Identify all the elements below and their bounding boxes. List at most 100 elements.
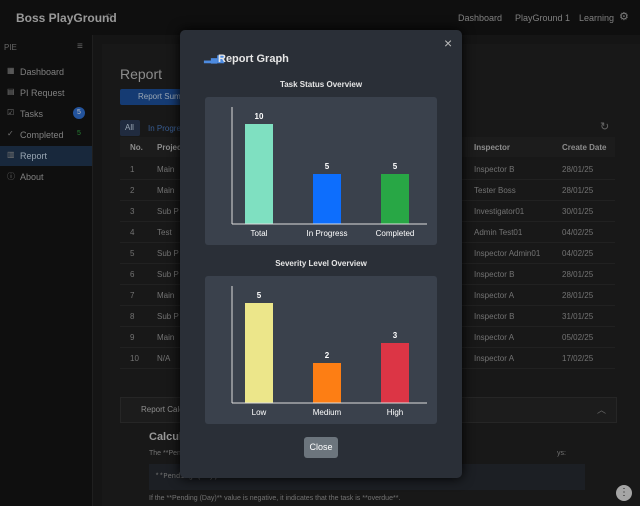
table-cell: Inspector Admin01 — [474, 249, 541, 258]
table-cell: 05/02/25 — [562, 333, 594, 342]
theme-icon[interactable]: ☼ — [104, 10, 115, 22]
nav-link[interactable]: Dashboard — [458, 13, 503, 23]
sidebar-item[interactable]: ▥ Report — [0, 146, 92, 166]
value-label: 2 — [325, 351, 330, 360]
category-label: Medium — [313, 408, 342, 417]
nav-link[interactable]: PlayGround 1 — [515, 13, 571, 23]
category-label: Low — [252, 408, 267, 417]
table-cell: 7 — [130, 291, 135, 300]
table-cell: 8 — [130, 312, 135, 321]
table-cell: Sub P — [157, 207, 179, 216]
table-cell: Inspector A — [474, 333, 515, 342]
table-cell: 30/01/25 — [562, 207, 594, 216]
item-icon: ▥ — [7, 150, 15, 159]
panel-text: The **Pending — [149, 450, 195, 457]
table-cell: 04/02/25 — [562, 228, 594, 237]
table-cell: 6 — [130, 270, 135, 279]
table-cell: Main — [157, 186, 175, 195]
value-label: 5 — [325, 162, 330, 171]
settings-icon[interactable]: ⚙ — [619, 11, 629, 23]
item-label: Tasks — [20, 109, 44, 119]
summary-button[interactable]: Report Summ — [120, 89, 190, 105]
sidebar-item[interactable]: ☑ Tasks 5 — [0, 104, 92, 124]
item-icon: ☑ — [7, 108, 15, 117]
panel-title: Report Calc — [141, 405, 184, 414]
collapse-icon[interactable]: ︿ — [597, 405, 607, 415]
panel-text: ys: — [557, 450, 566, 457]
value-label: 5 — [257, 291, 262, 300]
table-cell: Main — [157, 165, 175, 174]
item-icon: ▦ — [7, 66, 15, 75]
item-icon: ⓘ — [7, 172, 15, 181]
nav-link[interactable]: Learning — [579, 13, 615, 23]
tab[interactable]: All — [120, 120, 140, 136]
refresh-icon[interactable]: ↻ — [600, 121, 610, 133]
modal-title: Report Graph — [218, 53, 289, 65]
table-cell: 28/01/25 — [562, 270, 594, 279]
table-cell: Tester Boss — [474, 186, 516, 195]
table-cell: 28/01/25 — [562, 165, 594, 174]
category-label: Total — [251, 229, 268, 238]
table-cell: Main — [157, 291, 175, 300]
modal: ▂▄▆ Report Graph × Task Status Overview 1… — [180, 30, 462, 478]
chart: 10 Total 5 In Progress 5 Completed — [205, 97, 437, 245]
bar — [313, 363, 341, 403]
table-cell: 10 — [130, 354, 139, 363]
value-label: 3 — [393, 331, 398, 340]
table-cell: 4 — [130, 228, 135, 237]
column-header: Create Date — [562, 143, 607, 152]
sidebar-section: PIE — [4, 43, 17, 52]
chart-title: Task Status Overview — [279, 80, 363, 89]
tab[interactable]: In Progre — [148, 124, 181, 133]
panel-heading: Calcula — [149, 431, 189, 443]
category-label: High — [387, 408, 403, 417]
app-title[interactable]: Boss PlayGround — [16, 11, 117, 25]
sidebar-item[interactable]: ✓ Completed 5 — [0, 125, 92, 145]
sidebar-item[interactable]: ▤ PI Request — [0, 83, 92, 103]
page-title: Report — [120, 66, 163, 82]
table-cell: 28/01/25 — [562, 186, 594, 195]
table-cell: 31/01/25 — [562, 312, 594, 321]
category-label: In Progress — [307, 229, 348, 238]
table-cell: Sub P — [157, 270, 179, 279]
item-icon: ▤ — [7, 87, 15, 96]
item-icon: ✓ — [7, 129, 14, 138]
close-button[interactable]: Close — [304, 437, 338, 458]
menu-icon[interactable]: ≡ — [77, 41, 83, 52]
category-label: Completed — [376, 229, 415, 238]
item-label: Completed — [20, 130, 64, 140]
table-cell: 3 — [130, 207, 135, 216]
table-cell: 5 — [130, 249, 135, 258]
sidebar-item[interactable]: ⓘ About — [0, 167, 92, 187]
table-cell: N/A — [157, 354, 171, 363]
header: Boss PlayGround ☼ Dashboard PlayGround 1… — [0, 0, 640, 35]
table-cell: Inspector B — [474, 165, 515, 174]
table-cell: Inspector A — [474, 291, 515, 300]
table-cell: 2 — [130, 186, 135, 195]
close-icon[interactable]: × — [444, 35, 453, 51]
button-label: Report Summ — [138, 92, 188, 101]
table-cell: Inspector A — [474, 354, 515, 363]
tab-label: All — [125, 123, 134, 132]
table-cell: Main — [157, 333, 175, 342]
table-cell: Sub P — [157, 249, 179, 258]
column-header: No. — [130, 143, 143, 152]
item-label: Report — [20, 151, 48, 161]
table-cell: Inspector B — [474, 270, 515, 279]
table-cell: Investigator01 — [474, 207, 525, 216]
column-header: Project — [157, 143, 185, 152]
table-cell: 1 — [130, 165, 135, 174]
item-label: Dashboard — [20, 67, 65, 77]
table-cell: 17/02/25 — [562, 354, 594, 363]
sidebar-item[interactable]: ▦ Dashboard — [0, 62, 92, 82]
value-label: 5 — [393, 162, 398, 171]
table-cell: 9 — [130, 333, 135, 342]
column-header: Inspector — [474, 143, 511, 152]
more-button[interactable]: ⋮ — [616, 485, 632, 501]
table-cell: Inspector B — [474, 312, 515, 321]
item-label: About — [20, 172, 44, 182]
bar — [313, 174, 341, 224]
item-label: PI Request — [20, 88, 65, 98]
item-badge: 5 — [77, 130, 81, 137]
